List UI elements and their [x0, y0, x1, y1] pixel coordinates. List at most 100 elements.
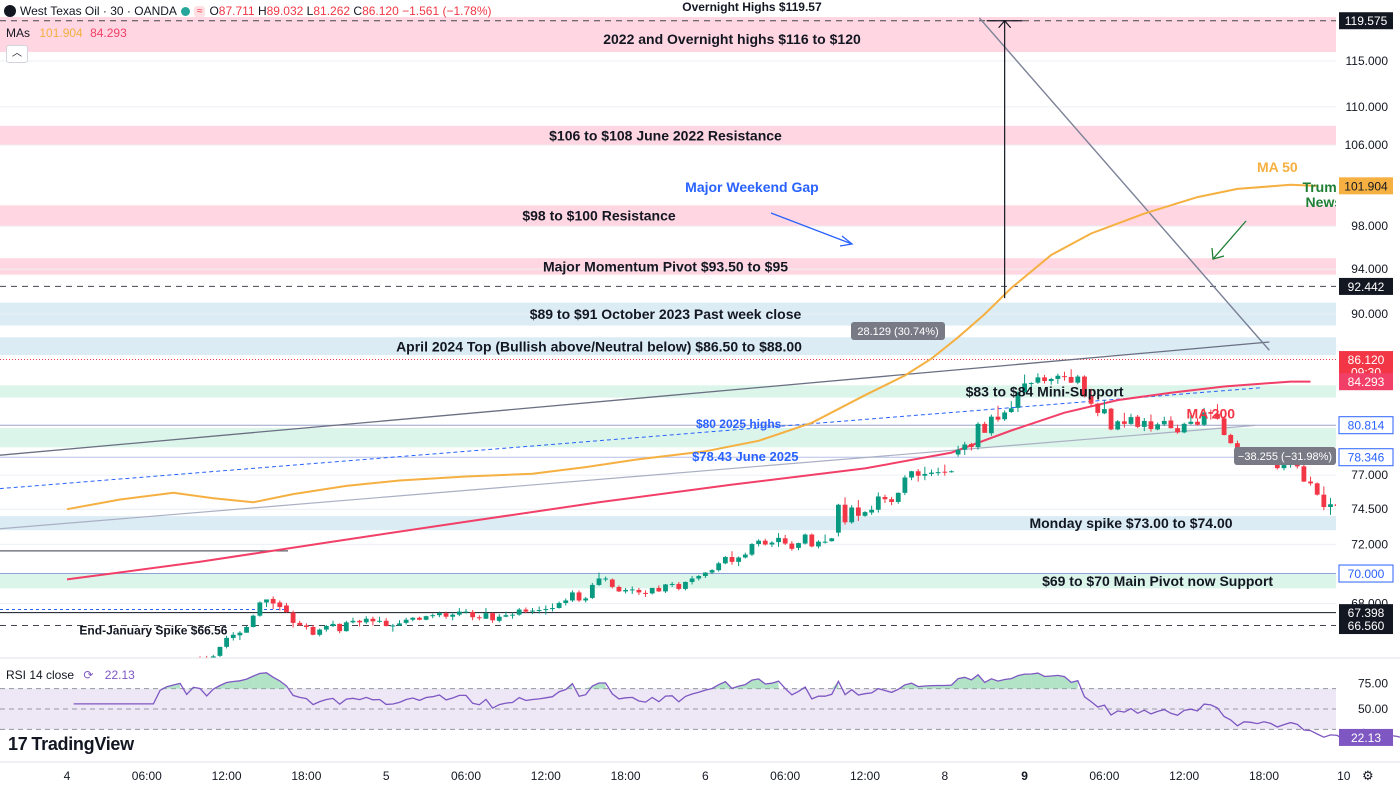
- symbol-title[interactable]: West Texas Oil · 30 · OANDA: [20, 4, 177, 18]
- price-tick-label: 72.000: [1351, 537, 1388, 551]
- candle-body: [629, 589, 635, 591]
- candle-body: [1201, 412, 1207, 425]
- candle-body: [257, 602, 263, 616]
- price-tag-bg: [1339, 277, 1393, 295]
- candle: [895, 492, 901, 504]
- candle: [191, 661, 196, 678]
- candle: [729, 551, 735, 565]
- candle-body: [217, 646, 223, 656]
- candle: [383, 618, 389, 627]
- candle-body: [1102, 409, 1107, 414]
- candle-body: [1181, 423, 1187, 433]
- rsi-tick-label: 50.00: [1358, 702, 1388, 716]
- candle: [636, 587, 642, 595]
- candle-body: [496, 616, 502, 621]
- candle: [915, 469, 921, 482]
- main-pane: 28.129 (30.74%) −38.255 (−31.98%) 2022 and…: [0, 0, 1336, 682]
- candle-body: [483, 613, 489, 619]
- candle: [250, 614, 256, 628]
- candle-body: [476, 617, 482, 619]
- candle-body: [849, 507, 855, 523]
- candle: [496, 614, 502, 623]
- candle-body: [390, 625, 396, 627]
- candle-body: [836, 504, 841, 533]
- tradingview-logo[interactable]: 17 TradingView: [8, 734, 134, 755]
- time-tick-label: 18:00: [1249, 769, 1279, 783]
- candle: [796, 542, 801, 551]
- candle-body: [363, 618, 369, 623]
- price-tag: 78.346: [1338, 448, 1394, 467]
- candle-body: [949, 471, 954, 473]
- candle-body: [310, 626, 316, 635]
- price-zone: [0, 258, 1336, 275]
- candle: [304, 623, 309, 630]
- rsi-overbought-fill: [1004, 678, 1012, 689]
- candle-body: [1141, 420, 1147, 427]
- candle-body: [1228, 434, 1234, 444]
- candle: [683, 581, 688, 591]
- price-zone: [0, 337, 1336, 356]
- gear-icon[interactable]: ⚙: [1362, 768, 1374, 783]
- candle: [337, 623, 343, 634]
- trend-line: [978, 17, 1270, 351]
- rsi-overbought-fill: [1011, 675, 1018, 689]
- time-tick-label: 9: [1021, 769, 1028, 783]
- candle-body: [995, 416, 1001, 420]
- price-tick-label: 74.500: [1351, 502, 1388, 516]
- price-tick-label: 94.000: [1351, 262, 1388, 276]
- price-tag: 84.293: [1339, 373, 1393, 391]
- rsi-legend[interactable]: RSI 14 close ⟳ 22.13: [6, 668, 135, 682]
- candle-body: [1195, 421, 1200, 425]
- price-tick-label: 98.000: [1351, 219, 1388, 233]
- candle-body: [975, 423, 981, 448]
- candle-body: [1221, 418, 1227, 435]
- candle-body: [1328, 504, 1333, 508]
- price-zone: [0, 427, 1336, 448]
- rsi-overbought-fill: [1051, 675, 1058, 689]
- annotation-label: MA 50: [1257, 159, 1298, 175]
- candle: [397, 620, 402, 626]
- tradingview-mark-icon: 17: [8, 734, 28, 754]
- candle-body: [649, 587, 655, 594]
- candle: [570, 590, 575, 602]
- candle-body: [1308, 481, 1313, 484]
- symbol-logo-icon: [4, 5, 16, 17]
- rsi-overbought-fill: [253, 673, 260, 689]
- candle-body: [224, 637, 229, 647]
- change-value: −1.561 (−1.78%): [402, 4, 492, 18]
- time-tick-label: 4: [64, 769, 71, 783]
- candle-body: [337, 623, 343, 632]
- chart-header: West Texas Oil · 30 · OANDA ≈ O87.711 H8…: [4, 4, 492, 18]
- candle: [649, 587, 655, 595]
- collapse-legend-button[interactable]: ︿: [6, 45, 28, 63]
- candle: [623, 587, 628, 594]
- measure-down-box: −38.255 (−31.98%): [1234, 447, 1336, 465]
- candle-body: [138, 681, 143, 682]
- chevron-up-icon: ︿: [12, 48, 22, 59]
- candle-body: [616, 586, 622, 592]
- time-tick-label: 06:00: [132, 769, 162, 783]
- candle-body: [822, 541, 828, 543]
- candle-body: [1028, 383, 1034, 385]
- time-tick-label: 12:00: [212, 769, 242, 783]
- candle: [749, 543, 755, 557]
- candle: [1321, 486, 1327, 511]
- candle: [1215, 404, 1220, 420]
- candle-body: [776, 537, 781, 543]
- ma-legend[interactable]: MAs 101.904 84.293: [6, 26, 127, 40]
- rsi-overbought-fill: [599, 682, 606, 689]
- candle-body: [576, 592, 582, 601]
- candle-body: [1128, 417, 1134, 424]
- rsi-overbought-fill: [765, 683, 772, 689]
- rsi-overbought-fill: [239, 679, 247, 689]
- candle: [390, 623, 396, 632]
- candle-body: [171, 670, 176, 673]
- candle-body: [237, 632, 243, 636]
- candle-body: [703, 572, 708, 577]
- candle: [151, 667, 156, 680]
- price-tag-label: 101.904: [1344, 179, 1388, 193]
- candle-body: [1062, 376, 1067, 378]
- candle-body: [689, 578, 695, 582]
- candle: [1314, 482, 1320, 496]
